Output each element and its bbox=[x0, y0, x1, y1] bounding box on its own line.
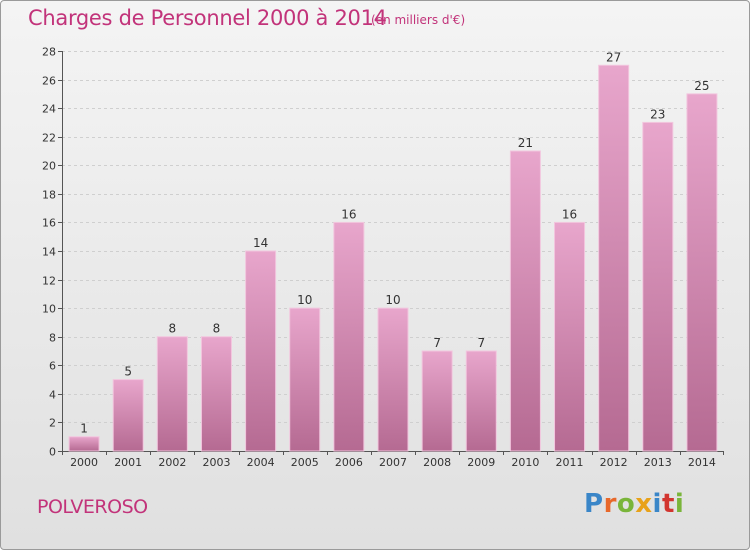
x-tick-label: 2005 bbox=[291, 456, 319, 469]
y-tick-label: 12 bbox=[42, 275, 56, 288]
bar-value-label: 1 bbox=[80, 422, 88, 436]
x-tick-label: 2009 bbox=[467, 456, 495, 469]
bar-value-label: 7 bbox=[433, 336, 441, 350]
y-tick-label: 0 bbox=[49, 446, 56, 459]
bar bbox=[554, 221, 586, 452]
logo-letter: i bbox=[674, 489, 685, 519]
logo-letter: i bbox=[652, 489, 662, 519]
bar bbox=[377, 307, 409, 452]
y-tick-label: 16 bbox=[42, 217, 56, 230]
x-tick-label: 2004 bbox=[247, 456, 275, 469]
x-tick-label: 2002 bbox=[158, 456, 186, 469]
y-tick-label: 28 bbox=[42, 46, 56, 59]
chart-title: Charges de Personnel 2000 à 2014 bbox=[28, 6, 387, 30]
bar-value-label: 27 bbox=[606, 50, 621, 64]
logo-letter: P bbox=[584, 489, 604, 519]
y-tick-label: 18 bbox=[42, 189, 56, 202]
bars: 1 5 8 8 14 10 16 10 7 7 21 16 27 23 25 bbox=[68, 50, 718, 452]
x-tick-label: 2000 bbox=[70, 456, 98, 469]
bar bbox=[598, 64, 630, 452]
x-tick-label: 2012 bbox=[600, 456, 628, 469]
y-tick-label: 24 bbox=[42, 103, 56, 116]
bar bbox=[289, 307, 321, 452]
logo-letter: x bbox=[635, 489, 653, 519]
bar bbox=[642, 121, 674, 452]
bar-value-label: 23 bbox=[650, 107, 665, 121]
x-tick-label: 2006 bbox=[335, 456, 363, 469]
y-tick-label: 4 bbox=[49, 389, 56, 402]
bar bbox=[421, 350, 453, 452]
bar bbox=[200, 336, 232, 452]
y-tick-label: 8 bbox=[49, 332, 56, 345]
y-tick-label: 20 bbox=[42, 160, 56, 173]
bar-value-label: 8 bbox=[213, 322, 221, 336]
bar-value-label: 5 bbox=[124, 365, 132, 379]
bar-value-label: 7 bbox=[477, 336, 485, 350]
y-tick-label: 6 bbox=[49, 360, 56, 373]
logo-letter: t bbox=[661, 489, 675, 519]
bar-value-label: 25 bbox=[694, 79, 709, 93]
commune-name: POLVEROSO bbox=[37, 496, 148, 518]
x-tick-label: 2001 bbox=[114, 456, 142, 469]
bar-value-label: 16 bbox=[341, 207, 356, 221]
y-tick-label: 10 bbox=[42, 303, 56, 316]
bar-value-label: 10 bbox=[385, 293, 400, 307]
y-tick-label: 22 bbox=[42, 132, 56, 145]
logo-letter: o bbox=[616, 489, 636, 519]
y-tick-label: 26 bbox=[42, 75, 56, 88]
bar-value-label: 21 bbox=[518, 136, 533, 150]
y-tick-label: 2 bbox=[49, 417, 56, 430]
x-tick-label: 2014 bbox=[688, 456, 716, 469]
bar bbox=[68, 436, 100, 452]
proxiti-logo[interactable]: Proxiti bbox=[584, 489, 684, 519]
logo-letter: r bbox=[603, 489, 617, 519]
x-tick-label: 2007 bbox=[379, 456, 407, 469]
y-tick-label: 14 bbox=[42, 246, 56, 259]
bar-value-label: 8 bbox=[169, 322, 177, 336]
bar-value-label: 10 bbox=[297, 293, 312, 307]
bar bbox=[156, 336, 188, 452]
bar bbox=[465, 350, 497, 452]
bar bbox=[509, 150, 541, 452]
chart-subtitle: (en milliers d'€) bbox=[371, 13, 466, 27]
bar-value-label: 16 bbox=[562, 207, 577, 221]
x-tick-label: 2013 bbox=[644, 456, 672, 469]
bar bbox=[333, 221, 365, 452]
bar-value-label: 14 bbox=[253, 236, 268, 250]
x-tick-label: 2003 bbox=[202, 456, 230, 469]
bar bbox=[686, 93, 718, 452]
bar bbox=[112, 379, 144, 452]
x-tick-label: 2010 bbox=[511, 456, 539, 469]
bar bbox=[245, 250, 277, 452]
x-tick-label: 2011 bbox=[556, 456, 584, 469]
x-tick-label: 2008 bbox=[423, 456, 451, 469]
